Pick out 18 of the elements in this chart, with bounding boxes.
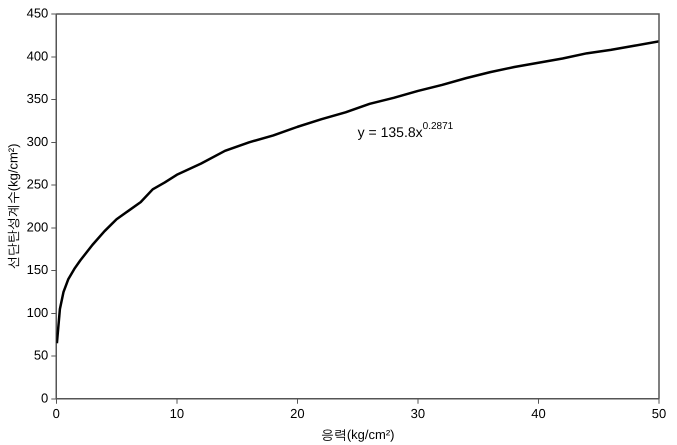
x-tick-label: 10: [170, 406, 184, 422]
y-tick-label: 300: [26, 134, 48, 149]
x-tick-label: 40: [531, 406, 546, 422]
y-tick-label: 0: [41, 390, 48, 406]
y-tick-label: 200: [26, 219, 48, 234]
y-tick-label: 150: [26, 262, 48, 278]
y-tick-label: 450: [26, 6, 48, 21]
y-axis-title: 선단탄성계수(kg/cm²): [5, 144, 20, 270]
y-tick-label: 400: [26, 48, 48, 64]
x-tick-label: 50: [652, 406, 666, 422]
x-tick-label: 20: [290, 406, 305, 422]
y-tick-label: 250: [26, 176, 48, 192]
y-tick-label: 350: [26, 91, 48, 106]
y-tick-label: 100: [26, 304, 48, 320]
x-axis-title: 응력(kg/cm²): [320, 426, 394, 442]
x-tick-label: 0: [52, 406, 60, 422]
x-tick-label: 30: [410, 406, 426, 422]
y-tick-label: 50: [34, 348, 48, 363]
